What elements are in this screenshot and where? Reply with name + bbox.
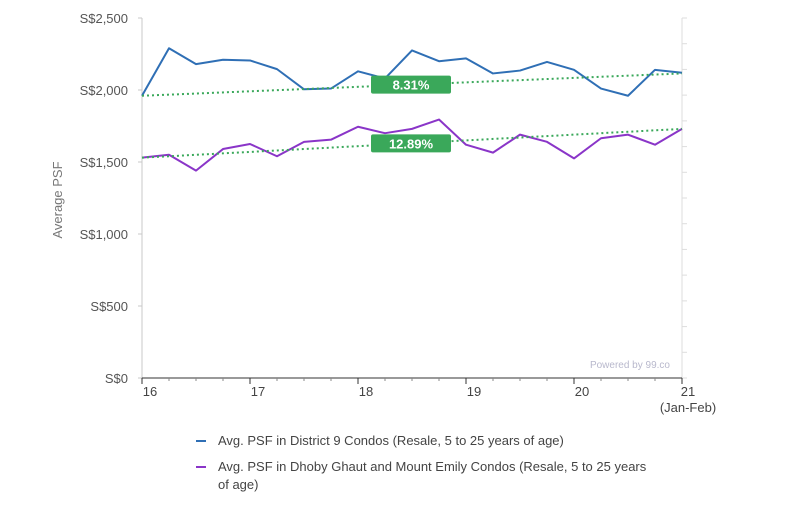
trend-badge-1: 12.89% <box>371 134 451 153</box>
y-tick-label: S$1,000 <box>80 227 128 242</box>
x-tick-label: 16 <box>143 384 157 399</box>
y-tick-label: S$500 <box>90 299 128 314</box>
y-tick-label: S$2,000 <box>80 83 128 98</box>
legend-swatch-district-9 <box>196 440 206 442</box>
credit-label: Powered by 99.co <box>590 360 670 371</box>
legend-item-district-9[interactable]: Avg. PSF in District 9 Condos (Resale, 5… <box>196 432 656 450</box>
series-layer <box>141 47 683 172</box>
x-axis: 16 17 18 19 20 21 <box>141 377 695 399</box>
y-axis-label: Average PSF <box>50 161 65 238</box>
trend-badge-bg-1 <box>371 134 451 153</box>
trend-badge-label-1: 12.89% <box>389 136 434 151</box>
y-axis: S$0 S$500 S$1,000 S$1,500 S$2,000 S$2,500 <box>80 11 687 386</box>
x-tick-label: 18 <box>359 384 373 399</box>
series-line-1 <box>141 118 683 172</box>
x-tick-label: 19 <box>467 384 481 399</box>
legend-label-dhoby-ghaut: Avg. PSF in Dhoby Ghaut and Mount Emily … <box>218 459 647 492</box>
series-line-0 <box>141 47 683 97</box>
trend-badge-0: 8.31% <box>371 75 451 94</box>
x-tick-label: 21 <box>681 384 695 399</box>
x-tick-sublabel: (Jan-Feb) <box>660 400 716 415</box>
trend-badges: 8.31% 12.89% <box>371 75 451 153</box>
legend-item-dhoby-ghaut[interactable]: Avg. PSF in Dhoby Ghaut and Mount Emily … <box>196 458 656 494</box>
y-tick-label: S$0 <box>105 371 128 386</box>
legend: Avg. PSF in District 9 Condos (Resale, 5… <box>196 432 656 502</box>
trend-badge-bg-0 <box>371 75 451 94</box>
y-tick-label: S$1,500 <box>80 155 128 170</box>
legend-swatch-dhoby-ghaut <box>196 466 206 468</box>
trend-badge-label-0: 8.31% <box>393 78 430 93</box>
x-tick-label: 20 <box>575 384 589 399</box>
x-tick-label: 17 <box>251 384 265 399</box>
legend-label-district-9: Avg. PSF in District 9 Condos (Resale, 5… <box>218 433 564 448</box>
y-tick-label: S$2,500 <box>80 11 128 26</box>
